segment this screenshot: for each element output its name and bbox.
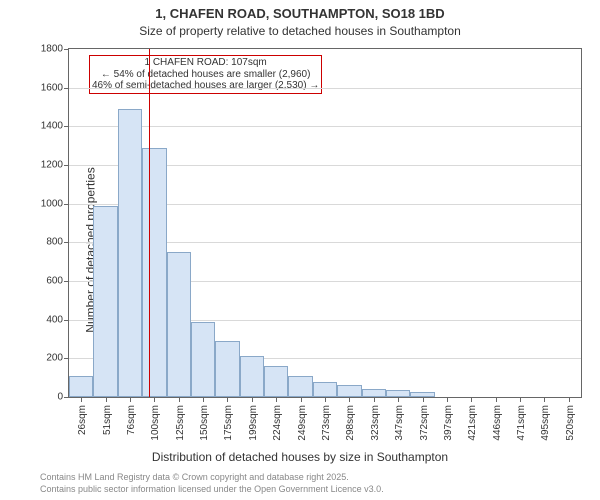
y-tick-label: 1400 [41, 121, 63, 132]
y-tick-label: 800 [46, 237, 63, 248]
chart-subtitle: Size of property relative to detached ho… [0, 24, 600, 38]
y-tick-label: 1000 [41, 198, 63, 209]
plot-area: 1 CHAFEN ROAD: 107sqm ← 54% of detached … [68, 48, 582, 398]
annotation-line-2: ← 54% of detached houses are smaller (2,… [92, 69, 319, 81]
histogram-bar [69, 376, 93, 397]
y-tick-mark [64, 88, 69, 89]
x-tick-mark [520, 397, 521, 402]
histogram-bar [264, 366, 288, 397]
chart-title: 1, CHAFEN ROAD, SOUTHAMPTON, SO18 1BD [0, 6, 600, 21]
histogram-bar [142, 148, 166, 397]
x-tick-mark [447, 397, 448, 402]
histogram-bar [93, 206, 117, 397]
x-tick-mark [154, 397, 155, 402]
x-tick-label: 446sqm [492, 405, 503, 441]
x-tick-mark [203, 397, 204, 402]
y-tick-label: 200 [46, 353, 63, 364]
footnote-2: Contains public sector information licen… [40, 484, 384, 494]
x-tick-mark [81, 397, 82, 402]
x-tick-label: 421sqm [467, 405, 478, 441]
x-tick-mark [349, 397, 350, 402]
gridline [69, 88, 581, 89]
y-tick-mark [64, 204, 69, 205]
y-tick-mark [64, 320, 69, 321]
x-tick-label: 100sqm [150, 405, 161, 441]
x-tick-label: 76sqm [126, 405, 137, 435]
x-tick-label: 249sqm [297, 405, 308, 441]
histogram-bar [167, 252, 191, 397]
y-tick-mark [64, 126, 69, 127]
reference-line [149, 49, 150, 397]
y-tick-label: 1600 [41, 82, 63, 93]
y-tick-mark [64, 281, 69, 282]
histogram-bar [118, 109, 142, 397]
annotation-line-1: 1 CHAFEN ROAD: 107sqm [92, 57, 319, 69]
y-tick-label: 1800 [41, 44, 63, 55]
x-tick-label: 520sqm [565, 405, 576, 441]
x-tick-label: 471sqm [516, 405, 527, 441]
y-tick-label: 600 [46, 276, 63, 287]
x-tick-label: 26sqm [77, 405, 88, 435]
x-tick-label: 273sqm [321, 405, 332, 441]
x-tick-mark [374, 397, 375, 402]
x-tick-mark [179, 397, 180, 402]
y-tick-mark [64, 397, 69, 398]
x-tick-mark [325, 397, 326, 402]
x-tick-label: 224sqm [272, 405, 283, 441]
x-tick-label: 397sqm [443, 405, 454, 441]
chart-container: 1, CHAFEN ROAD, SOUTHAMPTON, SO18 1BD Si… [0, 0, 600, 500]
x-tick-mark [496, 397, 497, 402]
y-tick-label: 1200 [41, 160, 63, 171]
histogram-bar [240, 356, 264, 397]
x-tick-mark [398, 397, 399, 402]
x-tick-mark [227, 397, 228, 402]
histogram-bar [313, 382, 337, 397]
x-tick-mark [106, 397, 107, 402]
x-tick-label: 199sqm [248, 405, 259, 441]
histogram-bar [386, 390, 410, 397]
x-tick-label: 125sqm [175, 405, 186, 441]
y-tick-label: 400 [46, 314, 63, 325]
histogram-bar [215, 341, 239, 397]
footnote-1: Contains HM Land Registry data © Crown c… [40, 472, 349, 482]
x-tick-mark [130, 397, 131, 402]
y-tick-label: 0 [57, 392, 63, 403]
x-tick-label: 347sqm [394, 405, 405, 441]
gridline [69, 126, 581, 127]
x-tick-label: 372sqm [419, 405, 430, 441]
x-tick-mark [423, 397, 424, 402]
x-axis-label: Distribution of detached houses by size … [0, 450, 600, 464]
x-tick-mark [252, 397, 253, 402]
x-tick-label: 150sqm [199, 405, 210, 441]
x-tick-label: 323sqm [370, 405, 381, 441]
x-tick-label: 298sqm [345, 405, 356, 441]
x-tick-mark [471, 397, 472, 402]
x-tick-mark [544, 397, 545, 402]
histogram-bar [191, 322, 215, 397]
annotation-line-3: 46% of semi-detached houses are larger (… [92, 80, 319, 92]
x-tick-label: 495sqm [540, 405, 551, 441]
y-tick-mark [64, 49, 69, 50]
x-tick-mark [569, 397, 570, 402]
y-tick-mark [64, 242, 69, 243]
y-tick-mark [64, 358, 69, 359]
x-tick-label: 51sqm [102, 405, 113, 435]
histogram-bar [288, 376, 312, 397]
y-tick-mark [64, 165, 69, 166]
histogram-bar [362, 389, 386, 397]
x-tick-label: 175sqm [223, 405, 234, 441]
x-tick-mark [276, 397, 277, 402]
histogram-bar [337, 385, 361, 397]
x-tick-mark [301, 397, 302, 402]
